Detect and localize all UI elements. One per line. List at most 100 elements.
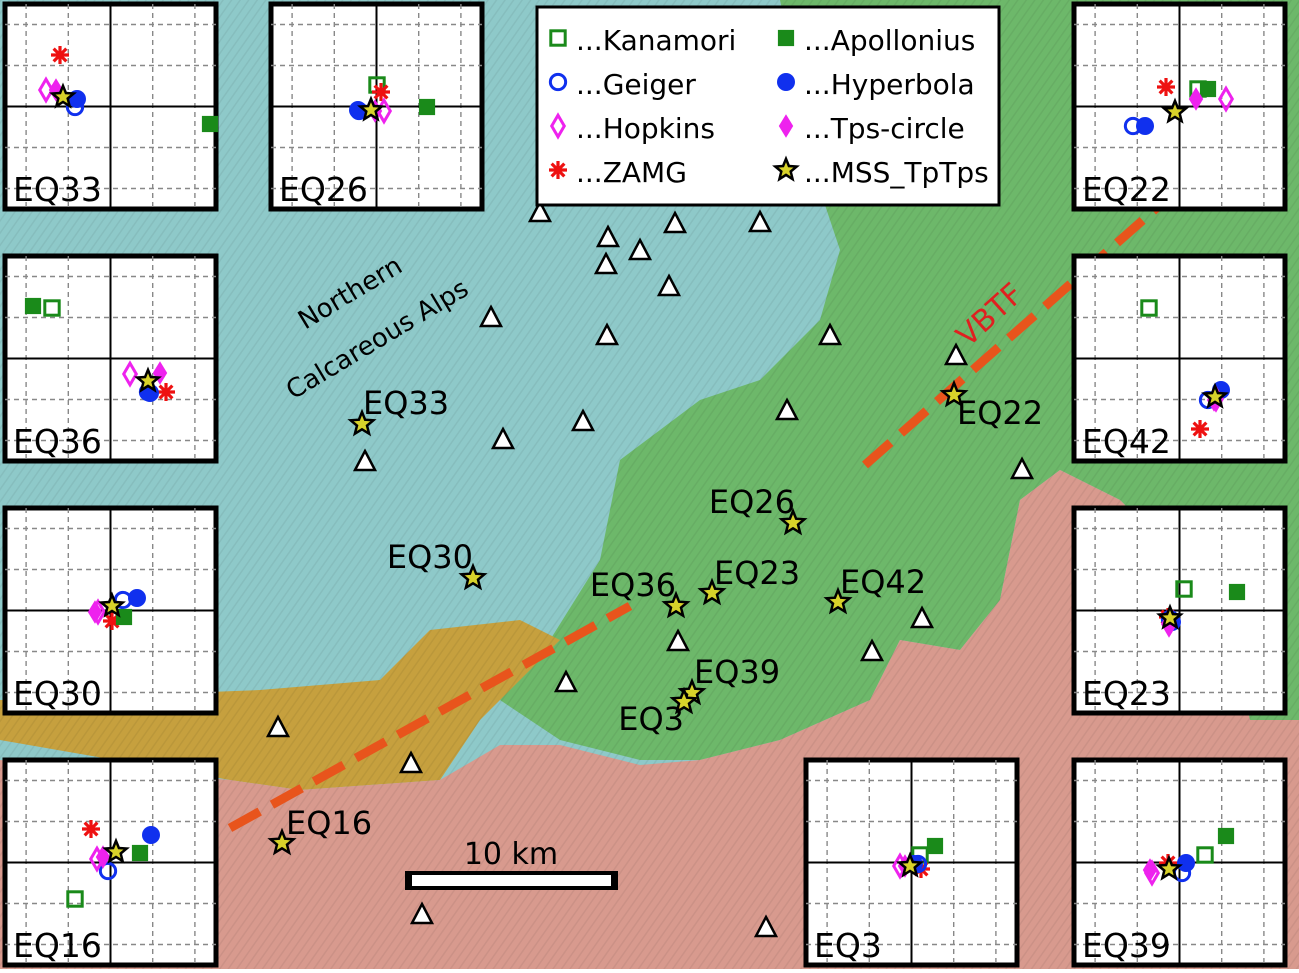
inset-marker-open-square (43, 299, 61, 317)
station-layer (265, 199, 1035, 938)
legend-label: ...Geiger (576, 68, 696, 101)
scale-bar-label: 10 km (464, 837, 558, 872)
inset-marker-open-square (66, 890, 84, 908)
seismic-station-triangle (817, 322, 843, 346)
inset-marker-star (896, 851, 924, 878)
inset-label: EQ23 (1082, 674, 1171, 713)
inset-label: EQ26 (279, 170, 368, 209)
seismic-station-triangle (490, 426, 516, 450)
inset-marker-star (1201, 382, 1229, 409)
inset-label: EQ30 (13, 674, 102, 713)
seismic-station-triangle (398, 750, 424, 774)
inset-label: EQ39 (1082, 926, 1171, 965)
seismic-station-triangle (656, 273, 682, 297)
epicenter-star-eq23 (697, 577, 727, 606)
legend-marker-open-circle (548, 72, 568, 92)
epicenter-star-eq22 (939, 379, 969, 408)
inset-marker-filled-diamond (152, 361, 168, 385)
inset-label: EQ16 (13, 926, 102, 965)
inset-marker-filled-square (1199, 80, 1217, 98)
epicenter-star-eq33 (347, 408, 377, 437)
epicenter-layer: EQ33 EQ22 EQ26 EQ30 EQ36 EQ23 EQ42 EQ39 EQ3 EQ16 (267, 379, 1043, 856)
legend-label: ...Tps-circle (804, 112, 965, 145)
legend-marker-open-diamond (549, 112, 567, 140)
inset-label: EQ42 (1082, 422, 1171, 461)
seismic-station-triangle (909, 605, 935, 629)
inset-marker-filled-circle (1177, 854, 1195, 872)
epicenter-label-eq36: EQ36 (590, 566, 676, 604)
epicenter-star-eq16 (267, 827, 297, 856)
epicenter-star-eq3 (669, 686, 699, 715)
seismic-station-triangle (265, 714, 291, 738)
legend-box (535, 5, 1001, 207)
inset-marker-filled-circle (142, 826, 160, 844)
epicenter-label-eq42: EQ42 (840, 563, 926, 601)
legend-label: ...MSS_TpTps (804, 156, 989, 189)
fault-line-vbtf-lower (227, 602, 633, 832)
inset-marker-open-square (1196, 846, 1214, 864)
seismic-station-triangle (753, 914, 779, 938)
inset-marker-star (102, 837, 130, 864)
inset-marker-asterisk (157, 383, 175, 401)
inset-marker-open-diamond (1217, 85, 1235, 113)
seismic-station-triangle (409, 901, 435, 925)
inset-label: EQ22 (1082, 170, 1171, 209)
seismic-station-triangle (665, 628, 691, 652)
legend-label: ...Hopkins (576, 112, 715, 145)
legend: ...Kanamori ...Apollonius ...Geiger ...Hype… (535, 5, 1001, 207)
inset-panel-eq30: EQ30 (2, 505, 219, 716)
fault-line-vbtf-upper (862, 201, 1163, 469)
inset-panel-eq16: EQ16 (2, 757, 219, 968)
inset-marker-star (1156, 603, 1184, 630)
inset-marker-star (134, 366, 162, 393)
inset-panel-eq36: EQ36 (2, 253, 219, 464)
inset-marker-asterisk (82, 820, 100, 838)
seismic-station-triangle (627, 237, 653, 261)
inset-marker-star (49, 82, 77, 109)
epicenter-label-eq3: EQ3 (618, 700, 684, 738)
epicenter-label-eq16: EQ16 (286, 804, 372, 842)
seismic-station-triangle (478, 304, 504, 328)
seismic-station-triangle (594, 322, 620, 346)
inset-marker-filled-square (926, 837, 944, 855)
epicenter-label-eq33: EQ33 (363, 384, 449, 422)
inset-marker-filled-diamond (1142, 858, 1158, 882)
seismic-station-triangle (1009, 456, 1035, 480)
inset-panel-eq22: EQ22 (1071, 1, 1288, 212)
seismic-station-triangle (595, 224, 621, 248)
inset-marker-star (1161, 97, 1189, 124)
seismic-station-triangle (859, 638, 885, 662)
epicenter-label-eq23: EQ23 (714, 554, 800, 592)
legend-marker-filled-square (777, 29, 795, 47)
inset-marker-filled-square (1228, 583, 1246, 601)
legend-marker-filled-circle (777, 73, 795, 91)
inset-marker-filled-square (131, 844, 149, 862)
legend-label: ...ZAMG (576, 156, 687, 189)
seismic-station-triangle (774, 397, 800, 421)
epicenter-star-eq26 (778, 507, 808, 536)
epicenter-star-eq30 (458, 562, 488, 591)
inset-marker-asterisk (1191, 420, 1209, 438)
inset-marker-filled-square (24, 297, 42, 315)
inset-marker-filled-circle (1136, 117, 1154, 135)
inset-panel-eq23: EQ23 (1071, 505, 1288, 716)
scale-bar: 10 km (405, 837, 618, 890)
inset-marker-filled-square (1217, 827, 1235, 845)
seismic-station-triangle (570, 408, 596, 432)
seismic-station-triangle (747, 209, 773, 233)
inset-marker-asterisk (372, 83, 390, 101)
inset-panel-eq33: EQ33 (2, 1, 219, 212)
inset-panel-eq3: EQ3 (803, 757, 1020, 968)
inset-label: EQ3 (814, 926, 882, 965)
seismic-station-triangle (527, 199, 553, 223)
epicenter-label-eq22: EQ22 (957, 394, 1043, 432)
inset-marker-filled-circle (128, 589, 146, 607)
inset-marker-filled-square (201, 115, 219, 133)
seismic-station-triangle (662, 210, 688, 234)
epicenter-label-eq30: EQ30 (387, 538, 473, 576)
inset-panel-eq26: EQ26 (268, 1, 485, 212)
inset-marker-filled-square (115, 608, 133, 626)
epicenter-star-eq42 (823, 586, 853, 615)
